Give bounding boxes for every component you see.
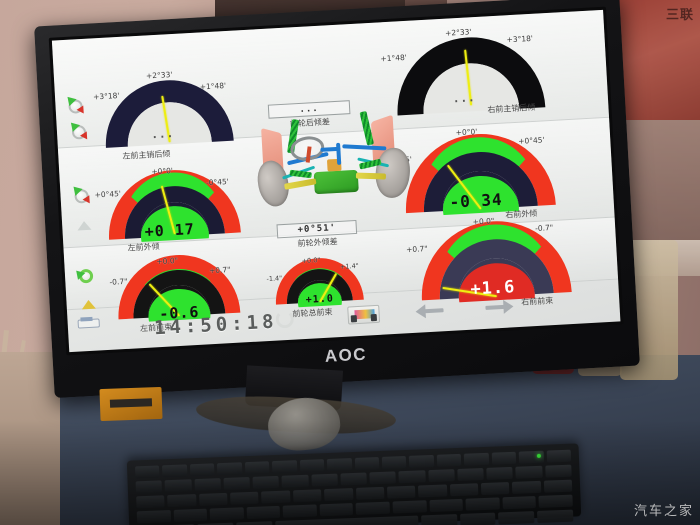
monitor: AOC (34, 0, 640, 399)
gauge-tick-2: +1.4" (339, 261, 359, 271)
thrust-icon[interactable] (80, 293, 98, 311)
gauge-tick-1: +0°0' (151, 166, 174, 177)
forward-arrow-icon[interactable] (485, 297, 514, 317)
back-arrow-icon[interactable] (415, 301, 444, 321)
gauge-tick-1: +2°33' (145, 70, 173, 81)
left-tie-rod (283, 178, 317, 190)
gauge-tick-1: +2°33' (444, 27, 472, 38)
caster-right-icon[interactable] (67, 119, 91, 142)
vehicle-view-icon[interactable] (347, 304, 381, 325)
kpi-icon[interactable] (76, 214, 94, 232)
gauge-tick-2: +1°48' (199, 81, 227, 92)
gauge-tick-0: -1.4" (266, 274, 283, 284)
gauge-tick-1: +0.0" (156, 255, 179, 267)
gauge-tick-1: +0.0" (301, 256, 321, 266)
gauge-value: +1.0 (305, 293, 335, 306)
gauge-name: 右前前束 (520, 296, 554, 307)
print-icon[interactable] (77, 316, 102, 331)
right-control-arm (342, 144, 387, 151)
refresh-icon[interactable] (275, 309, 295, 329)
steering-shaft-vertical (336, 142, 342, 165)
camber-icon[interactable] (69, 183, 94, 206)
gauge-tick-0: +3°18' (92, 90, 120, 102)
gauge-arc (397, 37, 546, 116)
gauge-tick-2: +0.7" (208, 265, 231, 276)
desk-shadow-overlay (0, 420, 700, 525)
gauge-tick-0: -0.7" (109, 276, 128, 287)
info-front-camber-difference[interactable]: +0°51' 前轮外倾差 (276, 219, 358, 249)
desk-left-wall (0, 352, 60, 525)
gauge-right-front-toe[interactable]: +0.7" +0.0" -0.7" +1.6 右前前束 (406, 212, 575, 330)
gauge-name: 左前外倾 (127, 241, 160, 253)
gauge-left-front-camber[interactable]: +0°45' +0°0' -0°45' +0 17 左前外倾 (94, 160, 245, 267)
wall-panel (630, 120, 700, 250)
toe-icon[interactable] (72, 267, 96, 285)
gauge-front-total-toe[interactable]: -1.4" +0.0" +1.4" +1.0 前轮总前束 (266, 254, 366, 322)
gauge-tick-2: -0°45' (205, 177, 230, 188)
gauge-tick-2: +0°45' (517, 135, 545, 146)
right-tie-rod (355, 172, 387, 180)
gauge-value: -0 34 (448, 189, 504, 212)
gauge-tick-0: +0°45' (94, 189, 122, 200)
gauge-value: +1.6 (469, 277, 516, 300)
alignment-app-screen[interactable]: +3°18' +2°33' +1°48' ... 左前主销后倾 +1°48' +… (51, 9, 621, 353)
subframe (313, 169, 359, 195)
gauge-value: ... (150, 127, 175, 142)
gauge-tick-2: +3°18' (506, 33, 534, 45)
gauge-left-front-caster[interactable]: +3°18' +2°33' +1°48' ... 左前主销后倾 (92, 68, 240, 161)
gauge-tick-1: +0.0" (472, 216, 495, 227)
orange-block-object (99, 386, 163, 422)
gauge-tick-0: +0.7" (405, 244, 428, 255)
caster-left-icon[interactable] (63, 93, 88, 116)
watermark: 汽车之家 (633, 504, 694, 519)
gauge-value: +0 17 (144, 220, 196, 241)
gauge-right-front-caster[interactable]: +1°48' +2°33' +3°18' ... 右前主销后倾 (380, 27, 551, 120)
suspension-3d-illustration (252, 108, 428, 225)
gauge-value: ... (452, 91, 476, 106)
gauge-tick-1: +0°0' (455, 127, 478, 138)
gauge-tick-2: -0.7" (534, 222, 554, 233)
poster-text: 三联 (665, 8, 694, 23)
gauge-arc (105, 80, 234, 148)
left-lower-spring (289, 169, 312, 179)
gauge-tick-0: +1°48' (380, 52, 408, 64)
gauge-name: 前轮总前束 (292, 307, 333, 319)
